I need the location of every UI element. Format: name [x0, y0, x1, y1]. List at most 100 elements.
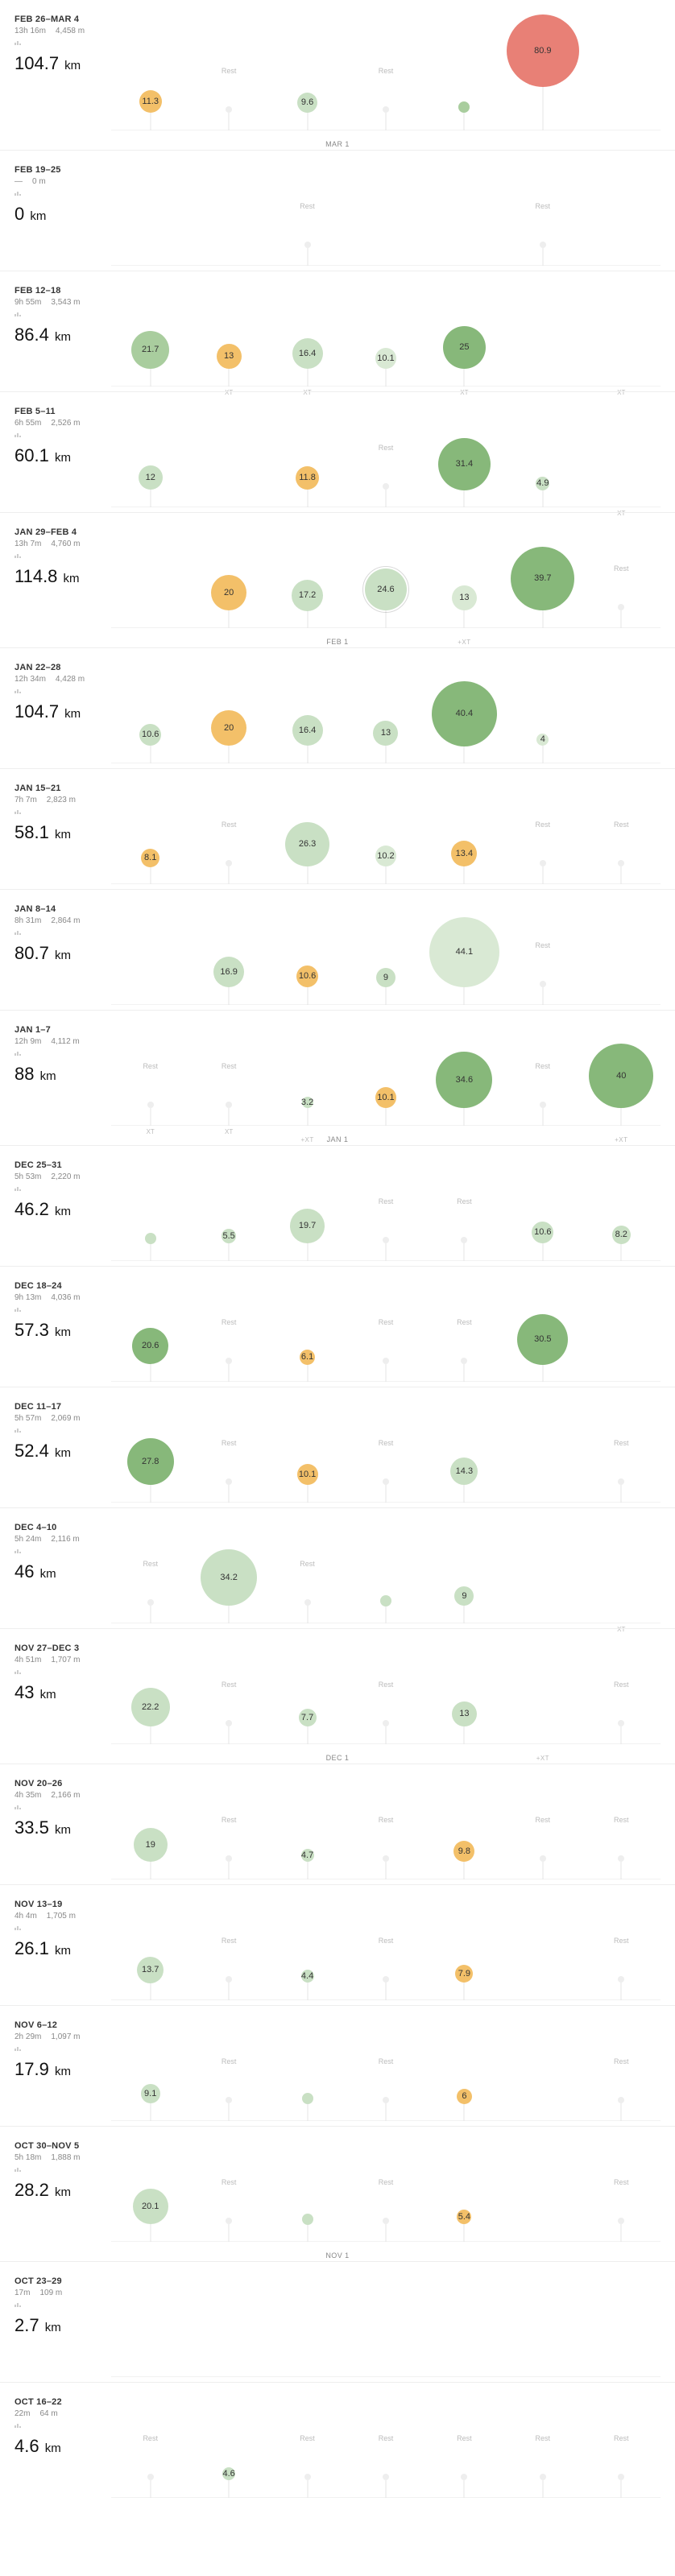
day-cell[interactable]: Rest [346, 42, 424, 130]
activity-bubble[interactable]: 34.6 [436, 1052, 492, 1108]
activity-bubble[interactable]: 5.4 [457, 2210, 471, 2224]
day-cell[interactable] [111, 177, 189, 266]
activity-bubble[interactable]: 16.4 [292, 715, 323, 746]
day-cell[interactable] [268, 2153, 346, 2242]
day-cell[interactable] [503, 1535, 582, 1623]
day-cell[interactable] [111, 2289, 189, 2377]
activity-bubble[interactable]: 4.9 [536, 477, 549, 490]
activity-bubble[interactable]: 16.9 [213, 957, 244, 987]
day-cell[interactable]: 25XT [425, 298, 503, 387]
day-cell[interactable]: Rest [189, 2032, 267, 2121]
day-cell[interactable]: Rest [346, 1912, 424, 2000]
week-row[interactable]: JAN 29–FEB 413h 7m4,760 m114.8 km2017.22… [0, 512, 675, 633]
day-cell[interactable]: 34.2 [189, 1535, 267, 1623]
day-cell[interactable]: 10.1 [346, 298, 424, 387]
day-cell[interactable] [503, 2153, 582, 2242]
day-cell[interactable]: 10.6 [268, 916, 346, 1005]
day-cell[interactable]: XT [582, 298, 661, 387]
day-cell[interactable]: Rest [582, 2409, 661, 2498]
day-cell[interactable] [346, 2289, 424, 2377]
day-cell[interactable]: Rest [346, 1172, 424, 1261]
day-cell[interactable] [582, 2289, 661, 2377]
day-cell[interactable]: 4.4 [268, 1912, 346, 2000]
day-cell[interactable] [346, 177, 424, 266]
day-cell[interactable]: Rest [582, 540, 661, 628]
week-row[interactable]: FEB 5–116h 55m2,526 m60.1 km1211.8Rest31… [0, 391, 675, 512]
day-cell[interactable]: Rest [346, 1656, 424, 1744]
day-cell[interactable]: Rest [582, 1791, 661, 1879]
day-cell[interactable]: 10.6 [503, 1172, 582, 1261]
activity-bubble[interactable]: 9.8 [453, 1841, 474, 1862]
activity-bubble[interactable]: 4 [536, 734, 549, 746]
activity-bubble[interactable]: 7.7 [299, 1709, 317, 1726]
activity-bubble[interactable]: 9 [376, 968, 395, 987]
day-cell[interactable] [111, 540, 189, 628]
day-cell[interactable]: 6.1 [268, 1293, 346, 1382]
activity-bubble[interactable]: 13.4 [451, 841, 477, 866]
day-cell[interactable]: Rest [268, 1535, 346, 1623]
activity-bubble[interactable]: 6 [457, 2089, 472, 2104]
day-cell[interactable]: 44.1 [425, 916, 503, 1005]
day-cell[interactable]: 9.1 [111, 2032, 189, 2121]
week-row[interactable]: FEB 12–189h 55m3,543 m86.4 km21.713XT16.… [0, 271, 675, 391]
week-row[interactable]: DEC 25–315h 53m2,220 m46.2 km5.519.7Rest… [0, 1145, 675, 1266]
day-cell[interactable]: Rest [503, 916, 582, 1005]
day-cell[interactable]: 20 [189, 675, 267, 763]
day-cell[interactable]: Rest [189, 1912, 267, 2000]
day-cell[interactable]: 40.4 [425, 675, 503, 763]
activity-bubble[interactable]: 27.8 [127, 1438, 174, 1485]
day-cell[interactable]: 39.7 [503, 540, 582, 628]
day-cell[interactable] [111, 916, 189, 1005]
day-cell[interactable]: Rest [425, 1172, 503, 1261]
activity-bubble[interactable]: 39.7 [511, 547, 574, 610]
day-cell[interactable]: 22.2 [111, 1656, 189, 1744]
activity-bubble[interactable]: 19.7 [290, 1209, 325, 1243]
activity-bubble[interactable]: 3.2 [302, 1097, 313, 1108]
day-cell[interactable]: 34.6 [425, 1037, 503, 1126]
day-cell[interactable]: 20.1 [111, 2153, 189, 2242]
activity-bubble[interactable]: 10.1 [375, 348, 396, 369]
day-cell[interactable]: 12 [111, 419, 189, 507]
activity-bubble[interactable]: 13.7 [137, 1957, 164, 1983]
day-cell[interactable]: 16.4 [268, 675, 346, 763]
day-cell[interactable] [503, 2032, 582, 2121]
activity-bubble[interactable]: 10.6 [296, 965, 318, 987]
activity-bubble[interactable]: 20 [211, 575, 246, 610]
activity-bubble[interactable] [302, 2214, 313, 2225]
week-row[interactable]: DEC 18–249h 13m4,036 m57.3 km20.6Rest6.1… [0, 1266, 675, 1387]
day-cell[interactable]: 13.4 [425, 796, 503, 884]
activity-bubble[interactable]: 17.2 [292, 580, 323, 611]
activity-bubble[interactable]: 10.1 [375, 1087, 396, 1108]
activity-bubble[interactable]: 44.1 [429, 917, 499, 987]
day-cell[interactable] [582, 42, 661, 130]
activity-bubble[interactable]: 25 [443, 326, 486, 369]
day-cell[interactable] [503, 1912, 582, 2000]
day-cell[interactable]: 10.6 [111, 675, 189, 763]
day-cell[interactable]: 8.1 [111, 796, 189, 884]
day-cell[interactable]: 9.8 [425, 1791, 503, 1879]
day-cell[interactable]: RestXT [111, 1037, 189, 1126]
activity-bubble[interactable]: 10.1 [297, 1464, 318, 1485]
week-row[interactable]: NOV 6–122h 29m1,097 m17.9 km9.1RestRest6… [0, 2005, 675, 2126]
activity-bubble[interactable]: 12 [139, 465, 163, 490]
activity-bubble[interactable] [145, 1233, 156, 1244]
day-cell[interactable]: Rest [503, 177, 582, 266]
activity-bubble[interactable]: 31.4 [438, 438, 491, 490]
day-cell[interactable]: Rest [346, 2409, 424, 2498]
day-cell[interactable]: Rest [189, 2153, 267, 2242]
day-cell[interactable]: 21.7 [111, 298, 189, 387]
day-cell[interactable]: 5.4 [425, 2153, 503, 2242]
day-cell[interactable]: 13.7 [111, 1912, 189, 2000]
activity-bubble[interactable]: 10.2 [375, 846, 396, 866]
day-cell[interactable]: Rest [425, 1293, 503, 1382]
week-row[interactable]: JAN 8–148h 31m2,864 m80.7 km16.910.6944.… [0, 889, 675, 1010]
day-cell[interactable]: 16.9 [189, 916, 267, 1005]
day-cell[interactable]: 3.2 [268, 1037, 346, 1126]
day-cell[interactable]: Rest [189, 42, 267, 130]
day-cell[interactable]: 13 [346, 675, 424, 763]
activity-bubble[interactable]: 40 [589, 1044, 653, 1108]
week-row[interactable]: NOV 20–264h 35m2,166 m33.5 km19Rest4.7Re… [0, 1764, 675, 1884]
day-cell[interactable]: 26.3 [268, 796, 346, 884]
activity-bubble[interactable]: 21.7 [131, 331, 169, 369]
day-cell[interactable] [582, 177, 661, 266]
